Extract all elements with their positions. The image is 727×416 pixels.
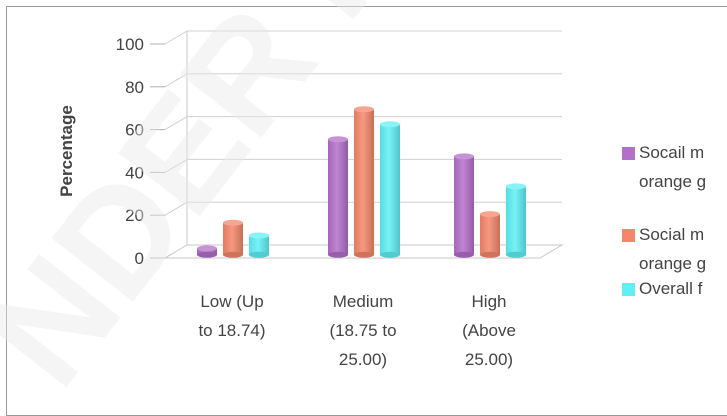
bar-body: [506, 186, 526, 255]
legend-swatch: [622, 283, 635, 296]
legend-swatch: [622, 229, 635, 242]
x-tick-label: 25.00): [465, 350, 513, 369]
bar-base: [354, 251, 374, 258]
y-tick-label: 100: [116, 35, 144, 54]
legend-entry: Social m orange g: [622, 225, 706, 273]
bar-base: [480, 251, 500, 258]
bar-body: [328, 139, 348, 255]
bar-top: [197, 245, 217, 252]
y-tick-label: 80: [125, 78, 144, 97]
bar: [480, 211, 500, 258]
y-tick-label: 40: [125, 163, 144, 182]
bar-body: [380, 124, 400, 255]
x-tick-label: (18.75 to: [329, 321, 396, 340]
x-tick-label: (Above: [462, 321, 516, 340]
legend-label: Socail m: [639, 143, 704, 162]
bar: [328, 136, 348, 258]
bar-base: [454, 251, 474, 258]
y-tick-label: 60: [125, 121, 144, 140]
bar-body: [223, 222, 243, 255]
bar-top: [249, 232, 269, 239]
y-axis-title: Percentage: [57, 105, 76, 197]
bar-top: [328, 136, 348, 143]
bar: [223, 219, 243, 258]
bar-base: [328, 251, 348, 258]
gridline-side: [164, 30, 188, 45]
x-tick-label: Low (Up: [200, 292, 263, 311]
bar: [354, 106, 374, 258]
bar-base: [506, 251, 526, 258]
bar-top: [480, 211, 500, 218]
x-tick-label: to 18.74): [198, 321, 265, 340]
bar-top: [223, 219, 243, 226]
bar: [249, 232, 269, 258]
bar-top: [506, 183, 526, 190]
legend-entry: Overall f: [622, 279, 703, 298]
gridline-side: [164, 201, 188, 216]
bar-body: [454, 156, 474, 255]
bar: [197, 245, 217, 258]
bar-top: [354, 106, 374, 113]
y-tick-label: 0: [135, 249, 144, 268]
bar-top: [454, 153, 474, 160]
legend-label: Social m: [639, 225, 704, 244]
gridline-side: [164, 73, 188, 88]
bar-body: [354, 109, 374, 255]
legend-swatch: [622, 147, 635, 160]
gridline-side: [164, 158, 188, 173]
bar-body: [480, 214, 500, 255]
bar-layer: [197, 106, 526, 258]
bar-base: [223, 251, 243, 258]
x-tick-label: Medium: [333, 292, 393, 311]
bar-body: [249, 235, 269, 255]
bar-top: [380, 121, 400, 128]
bar-base: [380, 251, 400, 258]
bar-body: [197, 248, 217, 255]
legend-label: orange g: [639, 254, 706, 273]
legend: Socail m orange g Social m orange g Overall …: [622, 143, 706, 298]
x-tick-label: 25.00): [339, 350, 387, 369]
y-tick-label: 20: [125, 206, 144, 225]
gridline-side: [164, 116, 188, 131]
bar-base: [197, 251, 217, 258]
bar: [380, 121, 400, 258]
legend-label: Overall f: [639, 279, 703, 298]
x-tick-label: High: [472, 292, 507, 311]
legend-entry: Socail m orange g: [622, 143, 706, 191]
bar-base: [249, 251, 269, 258]
label-layer: 0 20 40 60 80 100 Percentage Low (Up to 18.74) Me…: [57, 35, 516, 369]
bar: [506, 183, 526, 258]
legend-label: orange g: [639, 172, 706, 191]
bar: [454, 153, 474, 258]
